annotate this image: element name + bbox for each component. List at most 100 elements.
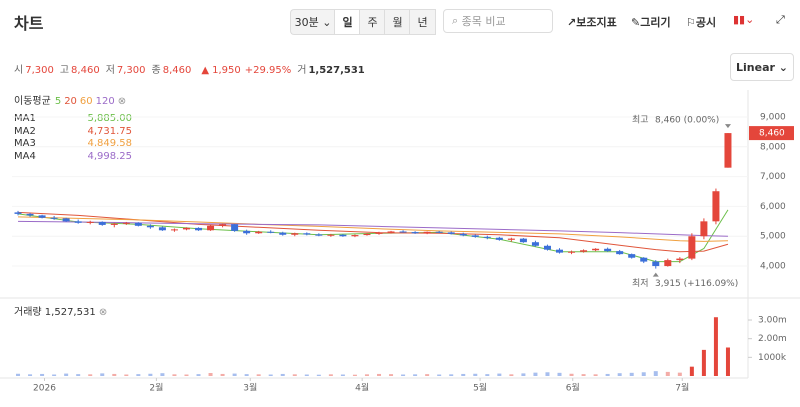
volume-bar (713, 317, 718, 376)
tool-button[interactable]: ↗보조지표 (567, 16, 617, 29)
candle-body (568, 251, 576, 253)
volume-bar (268, 374, 273, 376)
volume-bar (316, 374, 321, 376)
candle-body (447, 232, 455, 234)
volume-bar (689, 366, 694, 376)
x-tick-label: 3월 (243, 382, 257, 394)
ma-value: 4,731.75 (87, 125, 132, 137)
volume-bar (52, 374, 57, 376)
ma-row: MA4 4,998.25 (14, 151, 132, 162)
y-tick-label: 5,000 (760, 232, 786, 242)
candle-body (471, 235, 479, 237)
tool-button[interactable]: ✎그리기 (631, 16, 671, 29)
volume-bar (377, 373, 382, 376)
scale-dropdown[interactable]: Linear ⌄ (730, 53, 794, 81)
y-tick-label: 2.00m (758, 334, 787, 344)
volume-bar (184, 374, 189, 376)
candle-body (411, 232, 419, 234)
volume-bar (473, 373, 478, 376)
candle-body (146, 225, 154, 228)
volume-header: 거래량 1,527,531 ⊗ (14, 307, 108, 318)
candle-body (279, 232, 287, 235)
candle-body (86, 221, 94, 223)
candle-body (640, 257, 648, 262)
quote-value: 7,300 (116, 65, 146, 76)
period-tab[interactable]: 년 (409, 9, 436, 35)
candle-body (616, 251, 624, 255)
candle-body (399, 231, 407, 233)
candle-icon[interactable]: ▮▮⌄ (733, 13, 755, 26)
volume-bar (352, 374, 357, 376)
y-tick-label: 1000k (758, 353, 787, 363)
tool-button[interactable]: ⚐공시 (686, 16, 717, 29)
volume-bar (364, 374, 369, 376)
up-arrow: ▲ (201, 65, 210, 76)
candle-body (592, 248, 600, 251)
volume-bar (485, 374, 490, 376)
candle-body (519, 238, 527, 243)
volume-bar (292, 374, 297, 376)
candle-body (531, 242, 539, 246)
volume-bar (280, 373, 285, 376)
candle-body (134, 222, 142, 226)
x-tick-label: 6월 (566, 382, 580, 394)
candle-body (243, 230, 251, 234)
ma-name: MA2 (14, 125, 36, 137)
volume-bar (16, 373, 21, 376)
y-tick-label: 6,000 (760, 202, 786, 212)
volume-bar (28, 374, 33, 376)
y-tick-label: 4,000 (760, 262, 786, 272)
ma-name: MA1 (14, 113, 36, 124)
period-tab[interactable]: 일 (334, 9, 361, 35)
candle-body (303, 233, 311, 235)
period-tab[interactable]: 주 (359, 9, 386, 35)
volume-bar (232, 373, 237, 376)
candle-body (556, 249, 564, 253)
x-tick-label: 7월 (675, 382, 689, 394)
volume-bar (88, 374, 93, 376)
candle-body (688, 236, 696, 259)
volume-bar (304, 374, 309, 376)
volume-bar (340, 374, 345, 376)
candle-body (110, 223, 118, 225)
volume-bar (172, 374, 177, 376)
volume-bar (413, 374, 418, 376)
candle-body (483, 236, 491, 238)
ma-title: 이동평균 (14, 96, 51, 107)
period-tab[interactable]: 월 (384, 9, 411, 35)
ma-row: MA3 4,849.58 (14, 138, 132, 149)
volume-bar (64, 373, 69, 376)
interval-dropdown[interactable]: 30분 ⌄ (290, 9, 335, 35)
volume-bar (461, 373, 466, 376)
search-box[interactable]: ⌕ 종목 비교 (443, 9, 553, 33)
volume-value: 1,527,531 (308, 65, 365, 76)
volume-bar (557, 372, 562, 376)
ma-name: MA3 (14, 138, 36, 149)
volume-bar (136, 374, 141, 376)
tool-label: 그리기 (640, 16, 671, 29)
ma-line (18, 220, 728, 237)
candle-body (62, 218, 70, 222)
ma-value: 4,849.58 (87, 138, 132, 149)
volume-bar (256, 374, 261, 376)
volume-bar (148, 373, 153, 376)
expand-icon[interactable]: ⤢ (776, 13, 785, 26)
ma-period: 120 (95, 96, 115, 107)
candle-body (207, 225, 215, 231)
ma-row: MA2 4,731.75 (14, 126, 132, 137)
candle-body (604, 248, 612, 252)
x-tick-label: 4월 (355, 382, 369, 394)
interval: 30분 (294, 16, 319, 29)
volume-bar (665, 371, 670, 376)
volume-bar (521, 373, 526, 376)
ma-period: 60 (79, 96, 93, 107)
y-tick-label: 8,000 (760, 142, 786, 152)
ma-header: 이동평균 5 20 60 120 ⊗ (14, 92, 126, 107)
volume-bar (653, 371, 658, 376)
high-marker (724, 124, 731, 129)
volume-bar (40, 373, 45, 376)
volume-bar (533, 372, 538, 376)
y-tick-label: 7,000 (760, 172, 786, 182)
quote-value: 7,300 (25, 65, 54, 76)
